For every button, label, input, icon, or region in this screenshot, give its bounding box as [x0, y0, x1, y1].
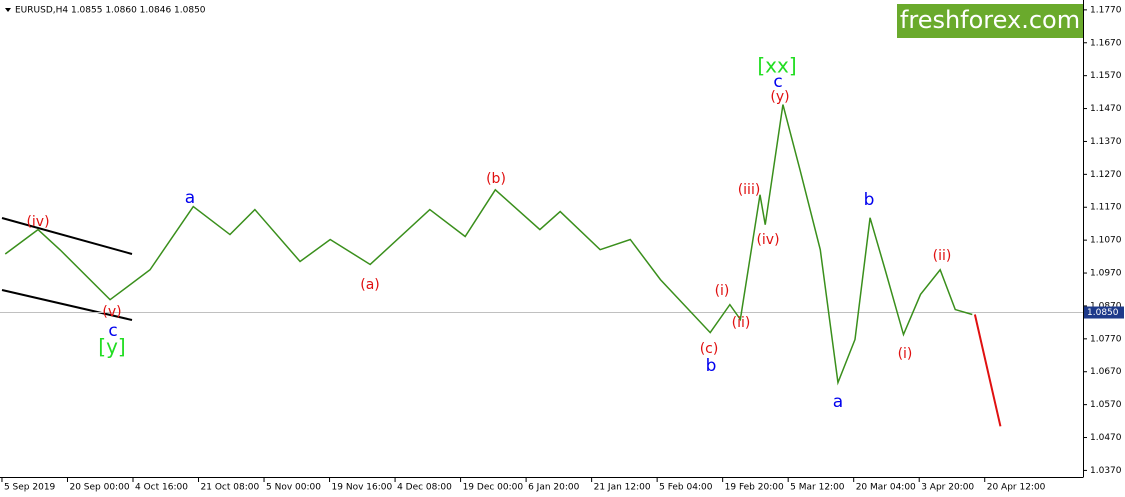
price-line-series — [4, 104, 973, 386]
y-tick-label: 1.1570 — [1090, 71, 1122, 81]
x-tick-label: 5 Sep 2019 — [4, 483, 56, 493]
wave-label: (iii) — [738, 182, 761, 198]
x-tick-label: 19 Nov 16:00 — [332, 483, 393, 493]
x-tick-label: 4 Oct 16:00 — [135, 483, 188, 493]
x-tick-label: 19 Dec 00:00 — [463, 483, 524, 493]
x-tick-label: 6 Jan 20:00 — [528, 483, 580, 493]
y-tick-label: 1.1270 — [1090, 170, 1122, 180]
channel-line — [1, 217, 133, 255]
y-tick-label: 1.1170 — [1090, 203, 1122, 213]
wave-label: (a) — [360, 277, 380, 293]
x-tick-label: 3 Apr 20:00 — [921, 483, 974, 493]
chart-title: EURUSD,H4 1.0855 1.0860 1.0846 1.0850 — [15, 6, 206, 16]
symbol-marker — [5, 8, 11, 12]
wave-label: a — [185, 188, 195, 208]
wave-label: (b) — [486, 171, 506, 187]
wave-label: (c) — [700, 341, 719, 357]
y-tick-label: 1.0570 — [1090, 400, 1122, 410]
wave-label: c — [108, 321, 117, 341]
wave-label: (iv) — [756, 232, 779, 248]
x-tick-label: 4 Dec 08:00 — [397, 483, 452, 493]
price-line-series — [973, 314, 1002, 427]
wave-label: (i) — [715, 283, 730, 299]
price-label: 1.0850 — [1087, 308, 1119, 318]
y-tick-label: 1.0670 — [1090, 367, 1122, 377]
y-tick-label: 1.0770 — [1090, 334, 1122, 344]
x-tick-label: 20 Mar 04:00 — [856, 483, 916, 493]
x-tick-label: 21 Oct 08:00 — [201, 483, 260, 493]
x-tick-label: 5 Nov 00:00 — [266, 483, 321, 493]
x-tick-label: 5 Feb 04:00 — [659, 483, 713, 493]
y-tick-label: 1.0870 — [1090, 301, 1122, 311]
wave-label: c — [773, 72, 782, 92]
y-tick-label: 1.0370 — [1090, 466, 1122, 476]
x-tick-label: 20 Sep 00:00 — [69, 483, 129, 493]
x-tick-label: 5 Mar 12:00 — [790, 483, 845, 493]
x-tick-label: 21 Jan 12:00 — [594, 483, 651, 493]
wave-label: (y) — [770, 89, 789, 105]
wave-label: (v) — [102, 304, 121, 320]
x-tick-label: 19 Feb 20:00 — [725, 483, 784, 493]
y-tick-label: 1.1470 — [1090, 104, 1122, 114]
x-tick-label: 20 Apr 12:00 — [987, 483, 1046, 493]
price-label-box — [1084, 306, 1124, 319]
wave-label: (iv) — [26, 214, 49, 230]
y-tick-label: 1.1370 — [1090, 137, 1122, 147]
y-tick-label: 1.0970 — [1090, 269, 1122, 279]
channel-line — [1, 289, 133, 321]
y-tick-label: 1.1670 — [1090, 38, 1122, 48]
y-tick-label: 1.1070 — [1090, 236, 1122, 246]
logo: freshforex.com — [900, 6, 1080, 34]
y-tick-label: 1.0470 — [1090, 433, 1122, 443]
wave-label: b — [864, 190, 875, 210]
logo-box — [897, 4, 1083, 38]
y-tick-label: 1.1770 — [1090, 5, 1122, 15]
wave-label: a — [833, 392, 843, 412]
wave-label: b — [706, 356, 717, 376]
wave-label: (ii) — [933, 248, 952, 264]
wave-label: (ii) — [732, 315, 751, 331]
wave-label: (i) — [898, 346, 913, 362]
wave-label: [xx] — [757, 54, 796, 78]
wave-label: [y] — [98, 335, 125, 359]
